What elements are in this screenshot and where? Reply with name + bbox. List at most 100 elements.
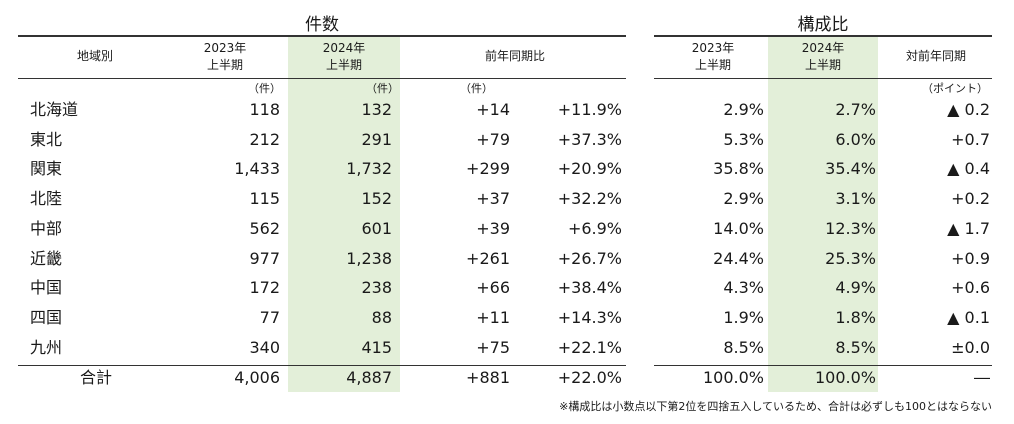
highlight-2024-ratio-column (768, 37, 878, 392)
cell-points: +0.7 (951, 129, 990, 149)
cell-region: 中国 (30, 278, 63, 298)
header-2023-ratio-period: 上半期 (694, 58, 731, 72)
cell-region: 関東 (30, 159, 63, 179)
header-yoy: 前年同期比 (484, 49, 545, 63)
group-title-ratio: 構成比 (797, 15, 849, 35)
total-2024-ratio: 100.0% (814, 368, 876, 387)
cell-2024-count: 132 (361, 100, 392, 119)
cell-pct: +32.2% (557, 189, 622, 209)
cell-2024-count: 88 (371, 307, 392, 327)
header-2024-count-period: 上半期 (325, 58, 362, 72)
cell-points: ▲ 0.2 (947, 100, 990, 119)
cell-2024-count: 1,238 (346, 248, 392, 268)
cell-2023-count: 118 (249, 100, 280, 119)
cell-2024-ratio: 6.0% (835, 129, 876, 149)
cell-2023-count: 212 (249, 129, 280, 149)
cell-2023-ratio: 24.4% (713, 248, 764, 268)
cell-pct: +22.1% (557, 337, 622, 357)
cell-2023-count: 172 (249, 278, 280, 298)
cell-2023-ratio: 4.3% (723, 278, 764, 298)
cell-2023-ratio: 35.8% (713, 159, 764, 179)
cell-region: 東北 (30, 129, 63, 149)
header-2023-count-period: 上半期 (206, 58, 243, 72)
cell-2024-count: 238 (361, 278, 392, 298)
cell-diff: +75 (476, 337, 510, 357)
total-2024-count: 4,887 (346, 368, 392, 387)
highlight-2024-count-column (288, 37, 400, 392)
header-rule-ratio (654, 78, 992, 79)
cell-2024-ratio: 25.3% (825, 248, 876, 268)
unit-diff: （件） (460, 82, 493, 95)
cell-pct: +38.4% (557, 278, 622, 298)
cell-points: ▲ 0.4 (947, 159, 990, 179)
cell-diff: +39 (476, 218, 510, 238)
cell-region: 近畿 (30, 248, 63, 268)
cell-diff: +37 (476, 189, 510, 209)
cell-diff: +66 (476, 278, 510, 298)
header-2023-count-year: 2023年 (203, 41, 247, 55)
group-title-count: 件数 (305, 15, 339, 35)
cell-pct: +20.9% (557, 159, 622, 179)
cell-2024-ratio: 12.3% (825, 218, 876, 238)
cell-2023-count: 1,433 (234, 159, 280, 179)
cell-pct: +6.9% (567, 218, 622, 238)
cell-points: ±0.0 (951, 337, 990, 357)
cell-points: +0.9 (951, 248, 990, 268)
total-2023-ratio: 100.0% (702, 368, 764, 387)
cell-2023-ratio: 1.9% (723, 307, 764, 327)
cell-diff: +261 (466, 248, 510, 268)
header-2023-ratio: 2023年 上半期 (658, 40, 768, 74)
header-2024-ratio-period: 上半期 (804, 58, 841, 72)
header-rule-count (18, 78, 626, 79)
top-rule-count (18, 35, 626, 37)
cell-2024-count: 152 (361, 189, 392, 209)
cell-2024-ratio: 1.8% (835, 307, 876, 327)
total-2023-count: 4,006 (234, 368, 280, 387)
cell-2023-ratio: 14.0% (713, 218, 764, 238)
cell-2024-count: 1,732 (346, 159, 392, 179)
cell-2024-count: 415 (361, 337, 392, 357)
cell-diff: +11 (476, 307, 510, 327)
total-rule-ratio (654, 365, 992, 366)
unit-points: （ポイント） (922, 82, 988, 95)
header-2023-count: 2023年 上半期 (170, 40, 280, 74)
header-2024-count-year: 2024年 (322, 41, 366, 55)
total-points: ― (974, 368, 990, 387)
cell-2023-ratio: 2.9% (723, 189, 764, 209)
cell-region: 北海道 (30, 100, 79, 119)
header-2024-count: 2024年 上半期 (288, 40, 400, 74)
unit-2024-count: （件） (366, 82, 399, 95)
cell-pct: +37.3% (557, 129, 622, 149)
cell-2024-ratio: 3.1% (835, 189, 876, 209)
cell-2023-ratio: 8.5% (723, 337, 764, 357)
unit-2023-count: （件） (248, 82, 281, 95)
header-2024-ratio: 2024年 上半期 (768, 40, 878, 74)
cell-diff: +79 (476, 129, 510, 149)
top-rule-ratio (654, 35, 992, 37)
header-region: 地域別 (76, 49, 113, 63)
cell-2023-count: 115 (249, 189, 280, 209)
cell-2023-count: 340 (249, 337, 280, 357)
cell-2024-ratio: 35.4% (825, 159, 876, 179)
cell-region: 四国 (30, 307, 63, 327)
footnote: ※構成比は小数点以下第2位を四捨五入しているため、合計は必ずしも100とはならな… (559, 400, 992, 413)
cell-region: 北陸 (30, 189, 63, 209)
cell-2024-ratio: 8.5% (835, 337, 876, 357)
cell-points: ▲ 1.7 (947, 218, 990, 238)
cell-points: ▲ 0.1 (947, 307, 990, 327)
header-2023-ratio-year: 2023年 (691, 41, 735, 55)
cell-2023-count: 562 (249, 218, 280, 238)
cell-points: +0.2 (951, 189, 990, 209)
cell-2023-count: 977 (249, 248, 280, 268)
total-rule-count (18, 365, 626, 366)
header-2024-ratio-year: 2024年 (801, 41, 845, 55)
total-diff: +881 (466, 368, 510, 387)
cell-pct: +11.9% (557, 100, 622, 119)
cell-2023-count: 77 (259, 307, 280, 327)
cell-2023-ratio: 5.3% (723, 129, 764, 149)
cell-2024-count: 291 (361, 129, 392, 149)
header-ratio-yoy: 対前年同期 (905, 49, 966, 63)
cell-pct: +26.7% (557, 248, 622, 268)
cell-diff: +299 (466, 159, 510, 179)
cell-2023-ratio: 2.9% (723, 100, 764, 119)
